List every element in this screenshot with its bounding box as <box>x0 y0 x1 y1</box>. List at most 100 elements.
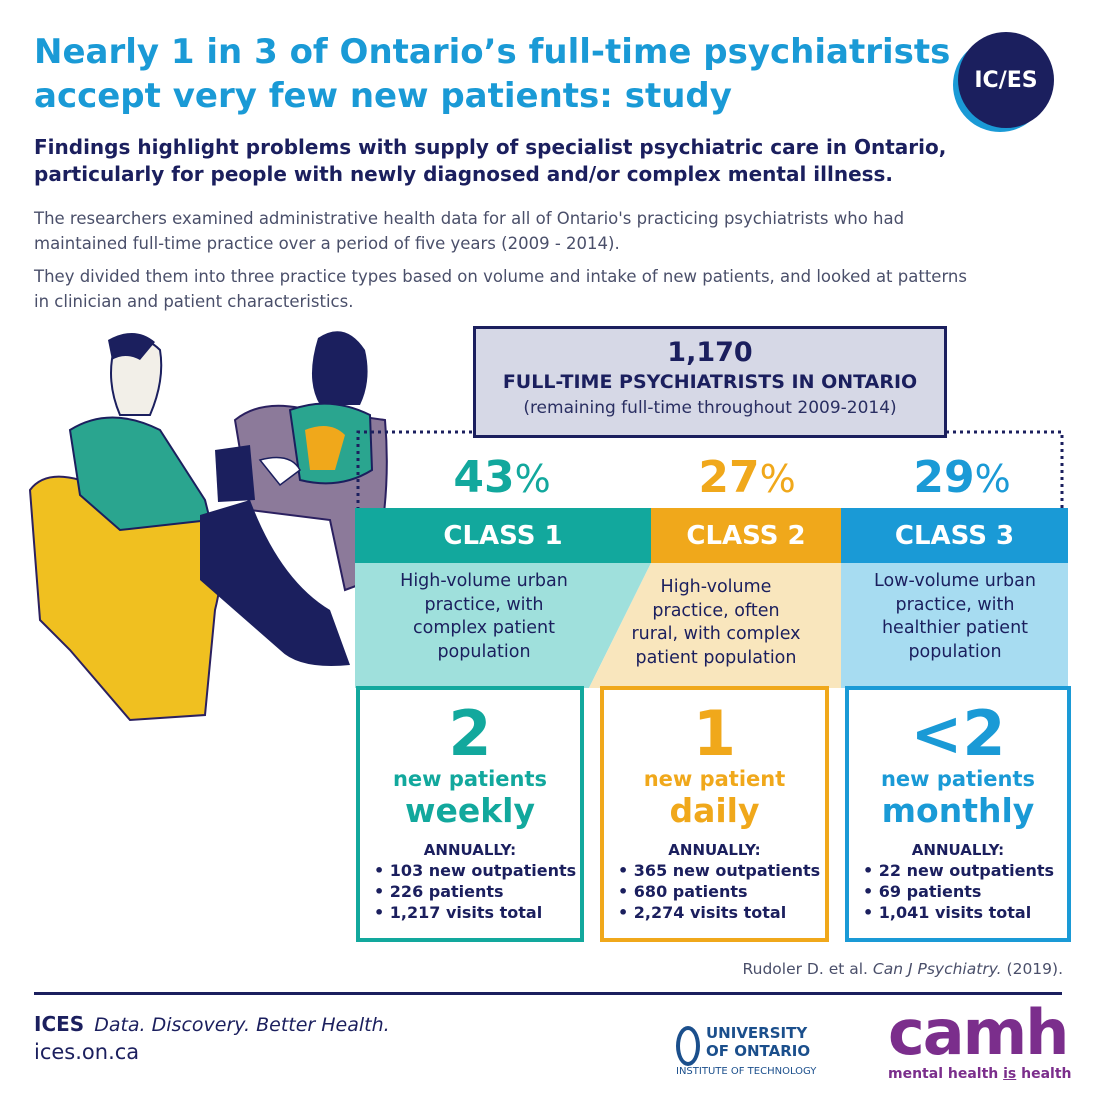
class-2-desc-line: High-volume <box>660 577 772 597</box>
counselling-illustration <box>28 331 388 722</box>
class-2-desc-line: patient population <box>635 647 797 668</box>
footer-ices: ICES Data. Discovery. Better Health. <box>34 1012 390 1036</box>
citation-year: (2019). <box>1006 960 1063 978</box>
camh-tagline-a: mental health <box>888 1066 1004 1082</box>
class-3-percent-sign: % <box>974 457 1011 501</box>
class-2-description: High-volume practice, often rural, with … <box>606 576 826 670</box>
class-2-card: 1 new patient daily ANNUALLY: 365 new ou… <box>600 686 829 942</box>
intro-p1-line-1: The researchers examined administrative … <box>34 209 905 228</box>
title-line-1: Nearly 1 in 3 of Ontario’s full-time psy… <box>34 32 951 72</box>
uoit-shield-icon <box>676 1026 700 1066</box>
class-1-frequency: weekly <box>404 791 536 830</box>
class-1-desc-line: population <box>437 641 531 662</box>
camh-tagline: mental health is health <box>888 1066 1072 1082</box>
class-2-new-patients: new patient <box>643 767 786 791</box>
citation: Rudoler D. et al. Can J Psychiatry. (201… <box>743 960 1063 978</box>
class-2-header: CLASS 2 <box>651 508 841 563</box>
page-title: Nearly 1 in 3 of Ontario’s full-time psy… <box>34 30 951 118</box>
class-3-annually-label: ANNUALLY: <box>911 841 1005 859</box>
class-1-percent-sign: % <box>514 457 551 501</box>
stat-item: 680 patients <box>618 881 825 902</box>
ices-logo-text: IC/ES <box>974 67 1038 93</box>
total-number: 1,170 <box>667 337 753 368</box>
stat-item: 103 new outpatients <box>374 860 580 881</box>
ices-logo: IC/ES <box>958 32 1054 128</box>
class-1-annually-label: ANNUALLY: <box>423 841 517 859</box>
intro-p1-line-2: maintained full-time practice over a per… <box>34 234 620 253</box>
citation-journal: Can J Psychiatry. <box>872 960 1002 978</box>
ices-tagline: Data. Discovery. Better Health. <box>94 1014 390 1036</box>
intro-p2-line-1: They divided them into three practice ty… <box>34 267 967 286</box>
class-3-card: <2 new patients monthly ANNUALLY: 22 new… <box>845 686 1071 942</box>
footer-divider <box>34 992 1062 995</box>
class-3-desc-line: practice, with <box>895 594 1015 615</box>
class-1-desc-line: complex patient <box>413 618 555 638</box>
class-1-stats: 103 new outpatients 226 patients 1,217 v… <box>360 860 580 923</box>
camh-tagline-c: health <box>1016 1066 1072 1082</box>
class-2-name: CLASS 2 <box>686 520 806 551</box>
total-sublabel: (remaining full-time throughout 2009-201… <box>523 398 897 418</box>
class-1-desc-line: High-volume urban <box>400 571 568 591</box>
class-3-new-patients: new patients <box>880 767 1036 791</box>
class-3-desc-line: Low-volume urban <box>874 571 1036 591</box>
stat-item: 2,274 visits total <box>618 902 825 923</box>
subtitle: Findings highlight problems with supply … <box>34 134 994 188</box>
class-2-annually-label: ANNUALLY: <box>668 841 761 859</box>
class-1-big-number: 2 <box>448 697 492 770</box>
uoit-line-2: OF ONTARIO <box>706 1042 811 1060</box>
class-2-stats: 365 new outpatients 680 patients 2,274 v… <box>604 860 825 923</box>
stat-item: 365 new outpatients <box>618 860 825 881</box>
class-3-desc-line: healthier patient <box>881 618 1029 638</box>
stat-item: 1,041 visits total <box>863 902 1067 923</box>
class-1-description: High-volume urban practice, with complex… <box>374 570 594 664</box>
uoit-logo: UNIVERSITY OF ONTARIO INSTITUTE OF TECHN… <box>676 1024 826 1080</box>
class-1-new-patients: new patients <box>392 767 548 791</box>
class-3-desc-line: population <box>908 641 1002 662</box>
class-3-band <box>841 563 1068 688</box>
stat-item: 69 patients <box>863 881 1067 902</box>
class-1-card: 2 new patients weekly ANNUALLY: 103 new … <box>356 686 584 942</box>
stat-item: 226 patients <box>374 881 580 902</box>
class-2-desc-line: practice, often <box>652 600 780 621</box>
class-2-band <box>589 563 841 688</box>
title-line-2: accept very few new patients: study <box>34 76 732 116</box>
total-label: FULL-TIME PSYCHIATRISTS IN ONTARIO <box>502 371 918 393</box>
description-band <box>355 563 1068 688</box>
total-psychiatrists-box: 1,170 FULL-TIME PSYCHIATRISTS IN ONTARIO… <box>473 326 947 438</box>
subtitle-line-1: Findings highlight problems with supply … <box>34 135 947 159</box>
class-2-percent-value: 27 <box>698 452 760 503</box>
intro-paragraph-2: They divided them into three practice ty… <box>34 264 1064 314</box>
class-1-header: CLASS 1 <box>355 508 651 563</box>
class-3-description: Low-volume urban practice, with healthie… <box>845 570 1065 664</box>
ices-wordmark: ICES <box>34 1012 85 1036</box>
class-2-desc-line: rural, with complex <box>631 624 801 644</box>
intro-p2-line-2: in clinician and patient characteristics… <box>34 292 354 311</box>
class-1-band <box>355 563 651 688</box>
class-3-big-number: <2 <box>910 697 1006 770</box>
citation-authors: Rudoler D. et al. <box>742 960 868 978</box>
class-3-percent: 29% <box>847 452 1077 505</box>
class-2-frequency: daily <box>669 791 760 830</box>
uoit-line-1: UNIVERSITY <box>706 1024 808 1042</box>
class-3-name: CLASS 3 <box>894 520 1015 551</box>
class-1-percent: 43% <box>387 452 617 505</box>
camh-logo: camh <box>888 996 1069 1069</box>
camh-tagline-b: is <box>1003 1066 1017 1082</box>
class-1-name: CLASS 1 <box>443 520 563 551</box>
dotted-connector <box>356 430 1064 510</box>
class-2-percent-sign: % <box>759 457 796 501</box>
class-2-percent: 27% <box>632 452 862 505</box>
class-1-desc-line: practice, with <box>424 594 544 615</box>
uoit-line-3: INSTITUTE OF TECHNOLOGY <box>676 1066 817 1077</box>
class-3-header: CLASS 3 <box>841 508 1068 563</box>
class-3-frequency: monthly <box>881 791 1035 830</box>
subtitle-line-2: particularly for people with newly diagn… <box>34 162 894 186</box>
class-3-stats: 22 new outpatients 69 patients 1,041 vis… <box>849 860 1067 923</box>
stat-item: 22 new outpatients <box>863 860 1067 881</box>
class-3-percent-value: 29 <box>913 452 975 503</box>
intro-paragraph-1: The researchers examined administrative … <box>34 206 1064 256</box>
stat-item: 1,217 visits total <box>374 902 580 923</box>
class-1-percent-value: 43 <box>453 452 515 503</box>
ices-url-link[interactable]: ices.on.ca <box>34 1040 140 1064</box>
class-2-big-number: 1 <box>692 697 737 770</box>
